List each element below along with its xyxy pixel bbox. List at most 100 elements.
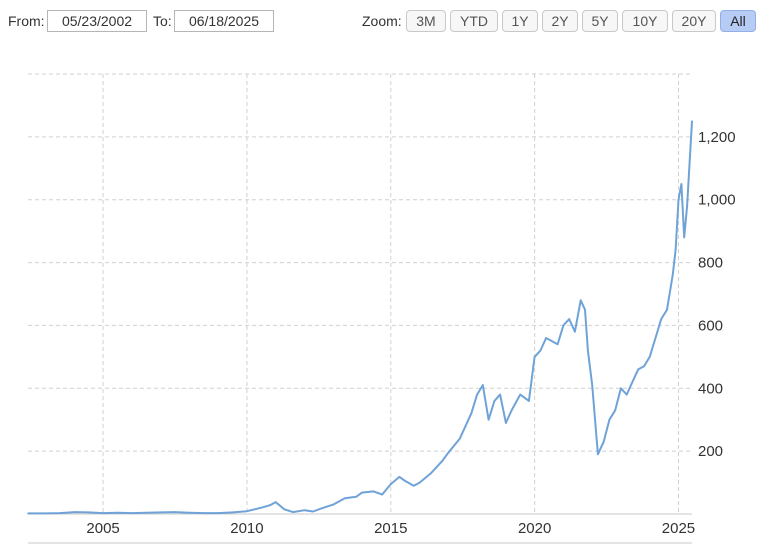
series-point bbox=[131, 512, 133, 514]
series-point bbox=[597, 453, 599, 456]
series-point bbox=[430, 472, 432, 474]
zoom-label: Zoom: bbox=[362, 13, 402, 29]
y-tick-label: 200 bbox=[698, 443, 723, 460]
toolbar: From: To: Zoom: 3M YTD 1Y 2Y 5Y 10Y 20Y … bbox=[0, 0, 763, 44]
series-point bbox=[637, 368, 639, 371]
to-label: To: bbox=[153, 13, 172, 29]
series-point bbox=[487, 418, 490, 421]
series-point bbox=[579, 299, 582, 302]
series-point bbox=[246, 510, 248, 512]
zoom-all-button[interactable]: All bbox=[720, 10, 756, 32]
series-point bbox=[398, 476, 401, 478]
series-point bbox=[320, 507, 323, 510]
price-series-line bbox=[28, 121, 693, 515]
series-point bbox=[303, 509, 306, 512]
y-tick-label: 1,200 bbox=[698, 129, 736, 146]
series-point bbox=[562, 324, 565, 327]
series-point bbox=[654, 337, 657, 339]
series-point bbox=[470, 412, 473, 415]
series-point bbox=[292, 511, 294, 513]
series-point bbox=[666, 308, 668, 311]
series-point bbox=[691, 120, 693, 122]
series-point bbox=[568, 318, 570, 320]
series-point bbox=[441, 459, 444, 462]
y-tick-label: 600 bbox=[698, 317, 723, 334]
series-layer bbox=[27, 120, 693, 515]
series-point bbox=[499, 393, 501, 396]
series-point bbox=[344, 497, 346, 500]
series-point bbox=[674, 249, 677, 251]
price-chart[interactable]: 200 400 600 800 1,000 1,200 2005 2010 2015 2020 20… bbox=[0, 44, 763, 544]
series-point bbox=[372, 490, 375, 493]
from-date-input[interactable] bbox=[47, 10, 147, 32]
series-point bbox=[404, 480, 407, 482]
series-point bbox=[102, 512, 104, 514]
series-point bbox=[608, 418, 611, 421]
zoom-3m-button[interactable]: 3M bbox=[406, 10, 446, 32]
series-point bbox=[683, 236, 685, 239]
zoom-5y-button[interactable]: 5Y bbox=[582, 10, 618, 32]
series-point bbox=[59, 512, 61, 514]
series-point bbox=[660, 318, 662, 320]
axis-layer bbox=[28, 513, 692, 544]
series-point bbox=[519, 393, 521, 396]
series-point bbox=[545, 337, 547, 339]
y-tick-label: 800 bbox=[698, 255, 723, 272]
series-point bbox=[274, 501, 277, 503]
series-point bbox=[556, 343, 559, 346]
series-point bbox=[476, 393, 478, 396]
series-point bbox=[631, 381, 634, 383]
x-tick-label: 2010 bbox=[230, 520, 263, 537]
series-point bbox=[145, 511, 147, 514]
series-point bbox=[648, 356, 651, 358]
series-point bbox=[677, 198, 680, 201]
series-point bbox=[686, 205, 688, 207]
series-point bbox=[551, 340, 553, 342]
series-point bbox=[447, 451, 450, 454]
series-point bbox=[87, 511, 90, 514]
zoom-1y-button[interactable]: 1Y bbox=[502, 10, 538, 32]
series-point bbox=[260, 506, 263, 509]
series-point bbox=[73, 511, 76, 513]
zoom-10y-button[interactable]: 10Y bbox=[622, 10, 668, 32]
series-point bbox=[459, 437, 461, 440]
series-point bbox=[620, 387, 622, 390]
x-tick-label: 2020 bbox=[518, 520, 551, 537]
y-tick-label: 1,000 bbox=[698, 192, 736, 209]
series-point bbox=[505, 422, 507, 424]
x-tick-label: 2015 bbox=[374, 520, 407, 537]
series-point bbox=[27, 512, 29, 515]
y-tick-label: 400 bbox=[698, 380, 723, 397]
grid-layer bbox=[28, 73, 692, 514]
series-point bbox=[587, 349, 589, 352]
series-point bbox=[269, 504, 271, 507]
series-point bbox=[355, 495, 358, 498]
label-layer: 200 400 600 800 1,000 1,200 2005 2010 2015 2020 20… bbox=[86, 129, 735, 537]
zoom-ytd-button[interactable]: YTD bbox=[450, 10, 498, 32]
series-point bbox=[174, 511, 176, 513]
series-point bbox=[574, 330, 576, 333]
series-point bbox=[418, 481, 421, 484]
to-date-input[interactable] bbox=[174, 10, 274, 32]
x-tick-label: 2005 bbox=[86, 520, 119, 537]
series-point bbox=[283, 508, 286, 511]
series-point bbox=[361, 491, 363, 494]
zoom-2y-button[interactable]: 2Y bbox=[542, 10, 578, 32]
x-tick-label: 2025 bbox=[662, 520, 695, 537]
series-point bbox=[493, 400, 496, 402]
series-point bbox=[332, 503, 335, 506]
series-point bbox=[602, 440, 605, 443]
series-point bbox=[539, 349, 542, 352]
series-point bbox=[231, 511, 234, 514]
series-point bbox=[643, 365, 645, 368]
series-point bbox=[482, 384, 484, 386]
series-point bbox=[584, 308, 586, 311]
series-point bbox=[671, 274, 674, 276]
zoom-20y-button[interactable]: 20Y bbox=[672, 10, 716, 32]
series-point bbox=[591, 384, 593, 386]
series-point bbox=[188, 511, 191, 514]
series-point bbox=[390, 483, 392, 485]
series-point bbox=[217, 512, 219, 514]
from-label: From: bbox=[8, 13, 45, 29]
series-point bbox=[510, 409, 513, 412]
